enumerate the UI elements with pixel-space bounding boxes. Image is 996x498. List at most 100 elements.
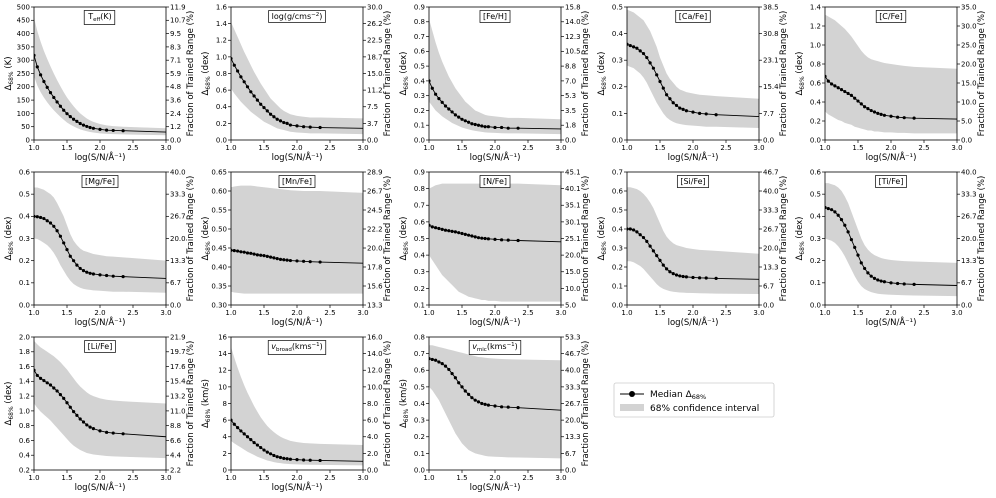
median-point xyxy=(476,400,481,404)
median-point xyxy=(889,114,893,118)
median-point xyxy=(75,119,79,123)
median-point xyxy=(111,128,115,133)
x-tick-label: 1.0 xyxy=(423,474,434,482)
median-point xyxy=(105,273,109,278)
x-tick-label: 2.5 xyxy=(127,309,138,317)
x-tick-label: 2.5 xyxy=(127,144,138,152)
y2-tick-label: 26.7 xyxy=(367,187,383,195)
median-point xyxy=(872,110,877,114)
y-tick-label: 0.35 xyxy=(211,282,227,290)
y-label-main: Δ xyxy=(201,90,211,96)
panel-feh: 1.0 1.5 2.0 2.5 3.00.0 0.00.1 1.80.2 3.50.3 5.30… xyxy=(399,3,591,163)
x-tick-label: 1.5 xyxy=(654,144,665,152)
median-point xyxy=(463,119,467,123)
y2-tick-label: 0.0 xyxy=(763,136,774,144)
median-point xyxy=(58,393,63,397)
median-point xyxy=(684,109,689,113)
y-tick-label: 0.55 xyxy=(211,206,227,214)
x-tick-label: 1.5 xyxy=(258,309,269,317)
title-sup: −1 xyxy=(312,342,320,348)
y2-tick-label: 26.2 xyxy=(367,20,383,28)
y-label-unit: (km/s) xyxy=(201,379,211,409)
median-point xyxy=(830,208,834,212)
median-point xyxy=(265,450,269,454)
median-point xyxy=(460,231,464,236)
x-axis-label: log(S/N/Å⁻¹) xyxy=(470,151,521,163)
median-point xyxy=(447,229,451,233)
title-close: ) xyxy=(515,342,518,351)
x-tick-label: 3.0 xyxy=(160,309,171,317)
y2-tick-label: 33.3 xyxy=(961,191,977,199)
median-point xyxy=(88,125,92,130)
confidence-band xyxy=(231,185,363,294)
y2-tick-label: 12.0 xyxy=(367,367,383,375)
panel-title-box xyxy=(468,340,522,355)
y-axis-label: Δ68% (dex) xyxy=(4,381,15,425)
median-point xyxy=(55,100,59,104)
median-point xyxy=(242,432,246,436)
title-main: [N/Fe] xyxy=(483,177,507,186)
median-point xyxy=(889,281,893,285)
x-tick-label: 2.5 xyxy=(918,144,929,152)
y2-axis-label: Fraction of Trained Range (%) xyxy=(186,11,196,137)
legend-median-sub: 68% xyxy=(692,393,706,401)
median-point xyxy=(430,225,434,229)
y-tick-label: 0.4 xyxy=(414,77,426,85)
median-point xyxy=(81,420,86,424)
median-point xyxy=(460,117,464,121)
x-tick-label: 3.0 xyxy=(160,144,171,152)
median-point xyxy=(665,93,669,97)
median-point xyxy=(674,103,679,108)
y2-tick-label: 7.0 xyxy=(565,77,576,85)
median-point xyxy=(698,276,702,280)
median-point xyxy=(75,413,79,417)
y-tick-label: 0.3 xyxy=(612,244,623,252)
median-point xyxy=(443,364,448,368)
x-axis-label: log(S/N/Å⁻¹) xyxy=(866,151,917,163)
plot-area-life xyxy=(34,340,166,459)
median-point xyxy=(500,405,504,409)
median-point xyxy=(493,237,497,241)
median-point xyxy=(470,122,474,126)
y2-tick-label: 2.0 xyxy=(367,450,378,458)
median-point xyxy=(476,123,481,127)
median-point xyxy=(85,270,89,274)
y-tick-label: 0.6 xyxy=(810,79,822,87)
y-tick-label: 0.9 xyxy=(414,3,425,11)
x-tick-label: 2.0 xyxy=(291,144,302,152)
median-point xyxy=(81,123,86,127)
median-point xyxy=(308,125,312,129)
median-point xyxy=(859,102,863,106)
median-point xyxy=(506,126,510,130)
y2-tick-label: 0.0 xyxy=(961,136,972,144)
y2-tick-label: 18.7 xyxy=(367,53,383,61)
median-point xyxy=(239,250,243,254)
y-tick-label: 0.5 xyxy=(810,191,821,199)
median-point xyxy=(651,249,656,253)
median-point xyxy=(879,279,883,283)
median-point xyxy=(295,458,299,462)
x-tick-label: 1.0 xyxy=(28,474,39,482)
x-axis-label: log(S/N/Å⁻¹) xyxy=(470,316,521,328)
median-point xyxy=(52,224,56,228)
y-tick-label: 1.0 xyxy=(810,41,821,49)
median-point xyxy=(39,215,43,220)
median-point xyxy=(282,120,286,125)
y-tick-label: 0.8 xyxy=(414,18,425,26)
median-point xyxy=(78,266,82,271)
median-point xyxy=(295,124,299,128)
y-label-unit: (dex) xyxy=(597,51,607,76)
median-point xyxy=(72,259,76,263)
y-tick-label: 0.0 xyxy=(414,466,425,474)
median-point xyxy=(278,257,283,261)
y2-axis-label: Fraction of Trained Range (%) xyxy=(383,176,393,302)
median-point xyxy=(467,233,471,237)
median-point xyxy=(91,427,95,431)
panel-cafe: 1.0 1.5 2.0 2.5 3.00.0 0.00.1 7.70.2 15.40.3 23.… xyxy=(597,3,789,163)
y2-tick-label: 15.0 xyxy=(961,79,977,87)
median-point xyxy=(648,244,652,248)
median-point xyxy=(58,104,63,108)
y-axis-label: Δ68% (K) xyxy=(4,56,15,90)
y-tick-label: 250 xyxy=(17,70,30,78)
panel-title: vbroad(kms−1) xyxy=(271,342,323,353)
